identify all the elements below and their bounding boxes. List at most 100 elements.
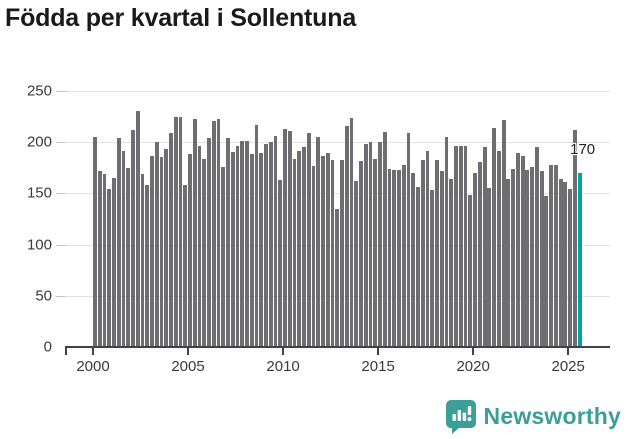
x-axis-label-2025: 2025 bbox=[551, 358, 585, 375]
bar bbox=[401, 164, 406, 347]
gridline-250 bbox=[62, 91, 610, 92]
bar bbox=[192, 118, 197, 347]
bar bbox=[211, 120, 216, 347]
bar bbox=[454, 146, 458, 347]
x-tick-2025 bbox=[567, 348, 570, 355]
highlighted-bar bbox=[577, 172, 582, 347]
bar bbox=[373, 158, 378, 347]
bar bbox=[226, 138, 230, 347]
ytick-250 bbox=[56, 91, 66, 92]
bar bbox=[558, 179, 563, 347]
bar bbox=[444, 137, 449, 347]
bar bbox=[216, 118, 221, 347]
bar bbox=[430, 190, 435, 347]
bar bbox=[283, 128, 287, 347]
bar bbox=[93, 137, 97, 347]
y-axis-label-50: 50 bbox=[35, 287, 52, 305]
bar bbox=[197, 146, 202, 347]
bar bbox=[178, 116, 183, 347]
x-tick-2020 bbox=[472, 348, 475, 355]
x-tick-2015 bbox=[377, 348, 380, 355]
bar bbox=[344, 125, 349, 347]
bar bbox=[397, 169, 401, 347]
bar bbox=[112, 178, 116, 347]
ytick-50 bbox=[56, 295, 66, 297]
bar bbox=[496, 151, 501, 347]
bar bbox=[492, 127, 496, 347]
bar bbox=[563, 182, 568, 347]
bar bbox=[183, 185, 188, 347]
newsworthy-brand: Newsworthy bbox=[445, 399, 621, 434]
x-axis-label-2000: 2000 bbox=[76, 358, 110, 375]
newsworthy-logo-icon bbox=[445, 400, 476, 434]
y-axis-label-0: 0 bbox=[43, 338, 52, 356]
bar bbox=[249, 154, 254, 347]
x-axis-line bbox=[65, 346, 610, 348]
bar bbox=[302, 147, 306, 347]
bar bbox=[392, 169, 397, 347]
ytick-100 bbox=[56, 244, 66, 246]
bar bbox=[458, 146, 463, 347]
bar bbox=[221, 166, 226, 347]
bar bbox=[525, 169, 530, 347]
bar bbox=[530, 166, 535, 347]
gridline-150 bbox=[62, 193, 610, 195]
y-axis-label-100: 100 bbox=[26, 236, 52, 254]
bar bbox=[340, 159, 344, 347]
newsworthy-logo-text: Newsworthy bbox=[483, 403, 621, 429]
bar bbox=[278, 180, 283, 347]
bar bbox=[126, 167, 131, 347]
bar bbox=[173, 116, 178, 347]
bar bbox=[463, 146, 468, 347]
bar bbox=[487, 188, 492, 347]
bar bbox=[406, 132, 411, 347]
bar bbox=[335, 208, 340, 347]
bar bbox=[420, 159, 425, 347]
chart-title: Födda per kvartal i Sollentuna bbox=[5, 4, 357, 32]
bar bbox=[501, 119, 506, 347]
bar bbox=[387, 168, 392, 347]
bar bbox=[264, 144, 268, 347]
bar bbox=[382, 131, 387, 347]
bar bbox=[150, 155, 154, 347]
y-axis-label-150: 150 bbox=[26, 184, 52, 202]
bar bbox=[378, 142, 382, 347]
bar bbox=[97, 170, 102, 347]
bar bbox=[311, 165, 316, 347]
x-axis-left-end-tick bbox=[65, 348, 67, 355]
bar bbox=[188, 154, 192, 347]
bar bbox=[416, 187, 420, 347]
bar bbox=[439, 170, 444, 347]
bar bbox=[116, 138, 121, 347]
bar bbox=[482, 147, 487, 347]
bar bbox=[359, 160, 363, 347]
bar bbox=[316, 137, 321, 347]
x-axis-label-2005: 2005 bbox=[171, 358, 205, 375]
bar bbox=[254, 124, 259, 347]
bar bbox=[425, 151, 430, 347]
bar bbox=[568, 189, 573, 347]
x-tick-2005 bbox=[187, 348, 190, 355]
x-axis-label-2010: 2010 bbox=[266, 358, 300, 375]
bar bbox=[135, 111, 140, 347]
bar bbox=[539, 170, 544, 347]
bar bbox=[154, 142, 159, 347]
bar bbox=[506, 179, 511, 347]
bar bbox=[368, 142, 373, 347]
bar bbox=[140, 173, 145, 347]
bar bbox=[354, 181, 359, 347]
bar bbox=[292, 158, 297, 347]
bar bbox=[102, 173, 107, 347]
bar bbox=[131, 129, 135, 347]
bar bbox=[330, 159, 335, 347]
bar bbox=[515, 153, 520, 347]
bar bbox=[159, 156, 164, 347]
bar bbox=[411, 172, 416, 347]
x-axis-label-2020: 2020 bbox=[456, 358, 490, 375]
bar bbox=[520, 155, 525, 347]
bar bbox=[202, 158, 207, 347]
bar bbox=[549, 164, 554, 347]
bar bbox=[544, 196, 549, 347]
